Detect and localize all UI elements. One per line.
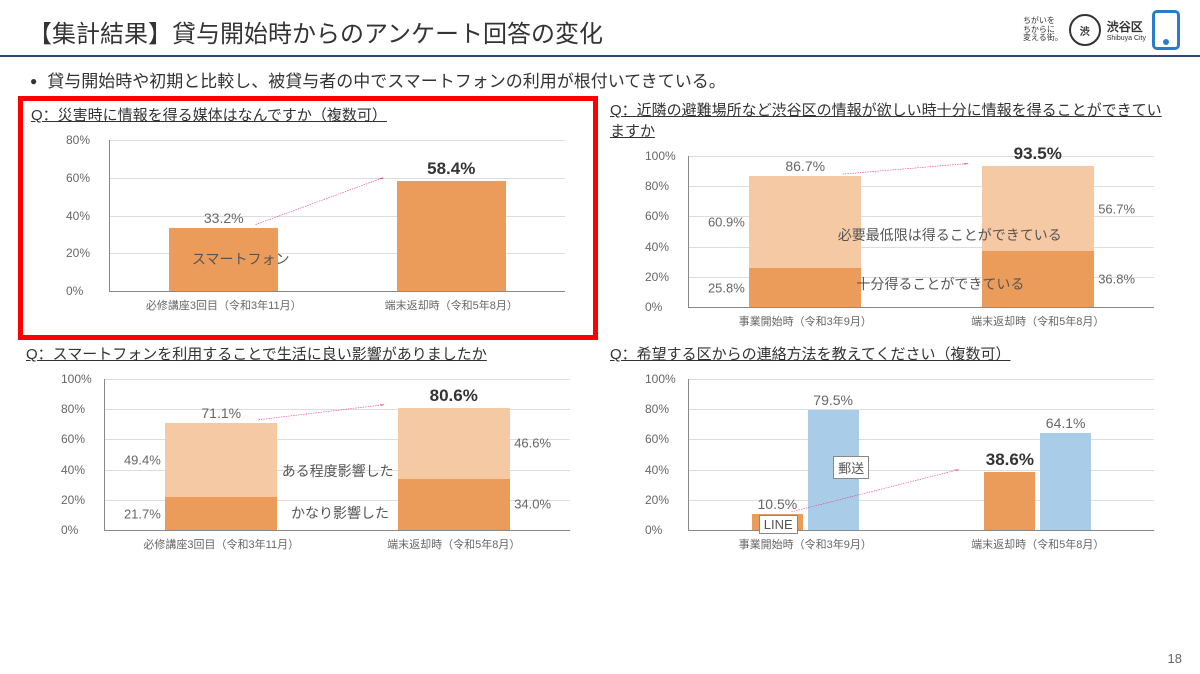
chart-panel-c2: Q：近隣の避難場所など渋谷区の情報が欲しい時十分に情報を得ることができていますか… xyxy=(610,100,1174,336)
y-tick: 80% xyxy=(645,402,669,416)
bar-top-label: 10.5% xyxy=(757,496,797,512)
bar xyxy=(1040,433,1091,530)
bar xyxy=(165,423,277,530)
chart-area: 0% 20% 40% 60% 80% 100% 25.8% 60.9% 86.7% 36.8% 56… xyxy=(610,146,1174,336)
bar-value-label: 49.4% xyxy=(124,452,161,467)
bar-value-label: 25.8% xyxy=(708,280,745,295)
chart-area: 0% 20% 40% 60% 80% 100% 21.7% 49.4% 71.1% 34.0% 46… xyxy=(26,369,590,559)
bar-top-label: 33.2% xyxy=(204,210,244,226)
header-logo: ちがいを ちからに 変える街。 渋 渋谷区 Shibuya City xyxy=(1023,10,1180,50)
y-tick: 100% xyxy=(645,372,676,386)
bar-top-label: 38.6% xyxy=(986,450,1034,470)
bar-segment xyxy=(165,497,277,530)
x-tick: 端末返却時（令和5年8月） xyxy=(385,297,518,313)
logo-tagline: ちがいを ちからに 変える街。 xyxy=(1023,17,1063,43)
subtitle: 貸与開始時や初期と比較し、被貸与者の中でスマートフォンの利用が根付いてきている。 xyxy=(0,57,1200,96)
bar xyxy=(984,472,1035,530)
y-tick: 40% xyxy=(61,463,85,477)
chart-question: Q：希望する区からの連絡方法を教えてください（複数可） xyxy=(610,344,1174,365)
chart-panel-c4: Q：希望する区からの連絡方法を教えてください（複数可） 0% 20% 40% 60% 80… xyxy=(610,344,1174,559)
x-tick: 事業開始時（令和3年9月） xyxy=(739,313,872,329)
y-tick: 60% xyxy=(645,432,669,446)
chart-annotation: スマートフォン xyxy=(192,249,290,269)
x-tick: 必修講座3回目（令和3年11月） xyxy=(143,536,299,552)
bar-segment xyxy=(749,176,861,268)
y-tick: 100% xyxy=(645,149,676,163)
gridline xyxy=(689,156,1154,157)
chart-question: Q：スマートフォンを利用することで生活に良い影響がありましたか xyxy=(26,344,590,365)
x-tick: 端末返却時（令和5年8月） xyxy=(387,536,520,552)
bar-top-label: 80.6% xyxy=(430,386,478,406)
page-number: 18 xyxy=(1168,651,1182,666)
y-tick: 0% xyxy=(645,300,662,314)
chart-plot: 0%20%40%60%80%100%10.5%79.5%38.6%64.1%事業… xyxy=(688,379,1154,531)
chart-annotation: 必要最低限は得ることができている xyxy=(838,225,1062,245)
phone-icon xyxy=(1152,10,1180,50)
x-tick: 事業開始時（令和3年9月） xyxy=(739,536,872,552)
chart-area: 0% 20% 40% 60% 80% 33.2% 58.4% 必修講座3回目（令和3年11月）… xyxy=(31,130,585,320)
y-tick: 20% xyxy=(645,493,669,507)
bar xyxy=(398,408,510,530)
bar-value-label: 34.0% xyxy=(514,497,551,512)
bar-segment xyxy=(398,408,510,478)
logo-city: 渋谷区 xyxy=(1107,18,1146,35)
bar-value-label: 36.8% xyxy=(1098,272,1135,287)
y-tick: 0% xyxy=(645,523,662,537)
y-tick: 60% xyxy=(645,209,669,223)
bar-top-label: 71.1% xyxy=(201,405,241,421)
x-tick: 端末返却時（令和5年8月） xyxy=(971,313,1104,329)
y-tick: 80% xyxy=(645,179,669,193)
y-tick: 80% xyxy=(61,402,85,416)
bar-top-label: 79.5% xyxy=(813,392,853,408)
chart-area: 0% 20% 40% 60% 80% 100% 10.5% 79.5% 38.6% 64.1% 事業… xyxy=(610,369,1174,559)
bar-value-label: 46.6% xyxy=(514,436,551,451)
y-tick: 0% xyxy=(61,523,78,537)
bar-segment xyxy=(398,479,510,530)
y-tick: 60% xyxy=(61,432,85,446)
chart-annotation: 郵送 xyxy=(833,456,869,479)
chart-plot: 0%20%40%60%80%33.2%58.4%必修講座3回目（令和3年11月）… xyxy=(109,140,565,292)
y-tick: 60% xyxy=(66,171,90,185)
chart-question: Q：災害時に情報を得る媒体はなんですか（複数可） xyxy=(31,105,585,126)
y-tick: 40% xyxy=(645,240,669,254)
chart-annotation: ある程度影響した xyxy=(282,461,394,481)
bar-value-label: 56.7% xyxy=(1098,201,1135,216)
bar-value-label: 21.7% xyxy=(124,506,161,521)
y-tick: 80% xyxy=(66,133,90,147)
y-tick: 0% xyxy=(66,284,83,298)
bar-value-label: 60.9% xyxy=(708,215,745,230)
x-tick: 必修講座3回目（令和3年11月） xyxy=(146,297,302,313)
gridline xyxy=(105,379,570,380)
chart-panel-c1: Q：災害時に情報を得る媒体はなんですか（複数可） 0% 20% 40% 60% 80% 33… xyxy=(18,96,598,340)
bar-top-label: 58.4% xyxy=(427,159,475,179)
chart-annotation: LINE xyxy=(759,515,798,534)
chart-plot: 0%20%40%60%80%100%21.7%49.4%71.1%34.0%46… xyxy=(104,379,570,531)
bar-segment xyxy=(749,268,861,307)
y-tick: 20% xyxy=(66,246,90,260)
x-tick: 端末返却時（令和5年8月） xyxy=(971,536,1104,552)
bar-top-label: 86.7% xyxy=(785,158,825,174)
y-tick: 40% xyxy=(66,209,90,223)
gridline xyxy=(110,178,565,179)
bar-top-label: 93.5% xyxy=(1014,144,1062,164)
chart-annotation: 十分得ることができている xyxy=(856,274,1024,294)
gridline xyxy=(110,140,565,141)
y-tick: 40% xyxy=(645,463,669,477)
page-title: 【集計結果】貸与開始時からのアンケート回答の変化 xyxy=(28,21,603,48)
chart-question: Q：近隣の避難場所など渋谷区の情報が欲しい時十分に情報を得ることができていますか xyxy=(610,100,1174,142)
logo-mark-icon: 渋 xyxy=(1069,14,1101,46)
bar xyxy=(397,181,506,291)
bar-top-label: 64.1% xyxy=(1046,415,1086,431)
y-tick: 20% xyxy=(61,493,85,507)
chart-plot: 0%20%40%60%80%100%25.8%60.9%86.7%36.8%56… xyxy=(688,156,1154,308)
chart-annotation: かなり影響した xyxy=(291,503,389,523)
chart-panel-c3: Q：スマートフォンを利用することで生活に良い影響がありましたか 0% 20% 40% 6… xyxy=(26,344,590,559)
gridline xyxy=(689,379,1154,380)
logo-city-en: Shibuya City xyxy=(1107,35,1146,42)
bar-segment xyxy=(397,181,506,291)
y-tick: 20% xyxy=(645,270,669,284)
gridline xyxy=(689,409,1154,410)
y-tick: 100% xyxy=(61,372,92,386)
bar-segment xyxy=(165,423,277,498)
